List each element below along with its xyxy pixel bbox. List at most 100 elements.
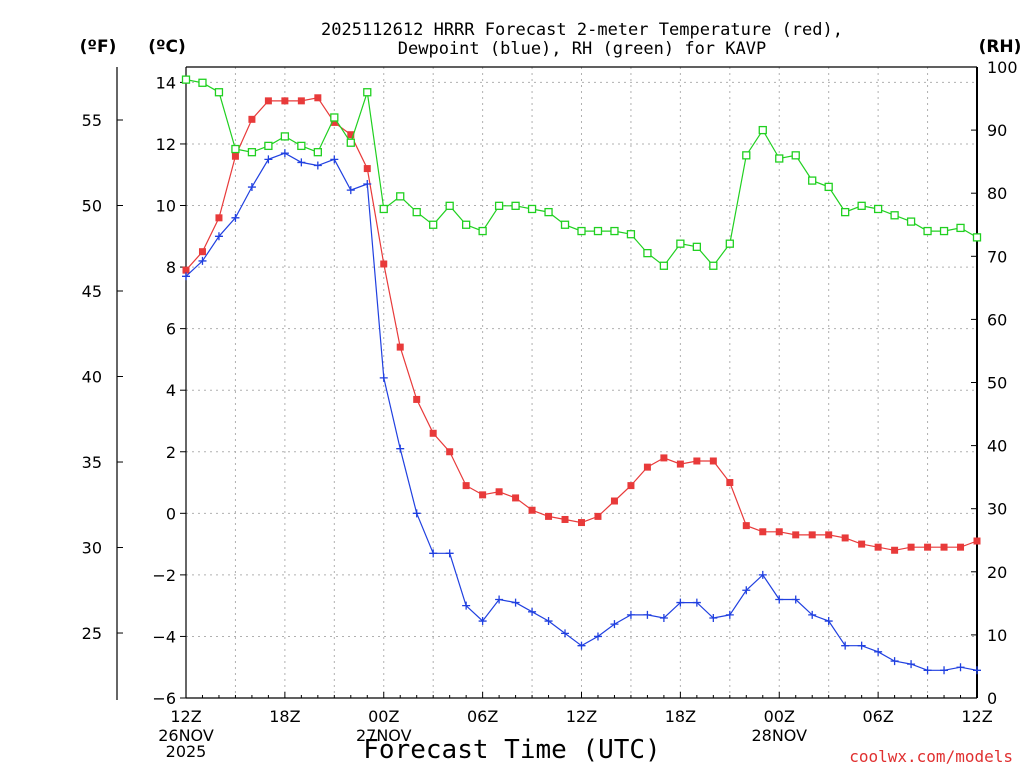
rh-line (185, 79, 978, 267)
rh-point (494, 201, 504, 210)
temperature-point (742, 522, 750, 530)
celsius-tick-label: 14 (156, 73, 176, 92)
rh-tick-label: 10 (987, 626, 1007, 645)
rh-point (412, 207, 421, 217)
temperature-point (512, 494, 520, 502)
temperature-point (380, 260, 388, 268)
rh-point (264, 141, 273, 151)
dewpoint-point (544, 617, 553, 626)
x-tick-label: 06Z (467, 707, 498, 726)
dewpoint-point (725, 610, 734, 619)
dewpoint-point (561, 629, 570, 638)
temperature-point (264, 97, 272, 105)
dewpoint-point (824, 617, 833, 626)
rh-point (709, 261, 718, 270)
temperature-point (957, 543, 965, 551)
temperature-point (726, 479, 734, 487)
celsius-tick-label: 12 (156, 135, 176, 154)
x-tick-date-label: 28NOV (751, 726, 807, 745)
rh-point (626, 230, 636, 239)
rh-point (923, 226, 932, 236)
temperature-point (347, 131, 355, 139)
axes: −6 −4 −2 0 2 4 6 8 10 12 14 25 30 35 40 45 50 55 0 10 20 30 40… (82, 58, 1018, 761)
dewpoint-point (709, 613, 718, 622)
fahrenheit-tick-label: 55 (82, 111, 102, 130)
fahrenheit-tick-label: 35 (82, 453, 102, 472)
temperature-point (676, 460, 684, 468)
rh-point (445, 201, 454, 210)
rh-point (725, 239, 734, 248)
dewpoint-point (396, 444, 405, 453)
temperature-point (363, 165, 371, 173)
rh-point (478, 226, 487, 236)
temperature-point (874, 543, 882, 551)
temperature-point (545, 512, 553, 520)
dewpoint-point (775, 595, 784, 604)
celsius-tick-label: −2 (152, 566, 176, 585)
dewpoint-point (841, 641, 850, 650)
grid-lines (186, 67, 977, 698)
temperature-point (709, 457, 717, 465)
temperature-point (858, 540, 866, 548)
temperature-point (182, 266, 190, 274)
celsius-tick-label: 8 (166, 258, 176, 277)
temperature-point (396, 343, 404, 351)
rh-point (429, 220, 438, 229)
celsius-tick-label: 10 (156, 197, 176, 216)
x-tick-label: 18Z (269, 707, 300, 726)
rh-unit-label: (RH) (979, 37, 1022, 57)
rh-series (181, 75, 982, 270)
rh-point (692, 242, 702, 251)
dewpoint-point (643, 610, 652, 619)
rh-tick-label: 20 (987, 563, 1007, 582)
fahrenheit-tick-label: 50 (82, 197, 102, 216)
x-tick-date-label: 27NOV (356, 726, 412, 745)
credit-text: coolwx.com/models (849, 747, 1013, 766)
rh-point (873, 204, 883, 214)
temperature-point (413, 395, 421, 403)
dewpoint-point (791, 595, 800, 604)
dewpoint-point (429, 549, 438, 558)
rh-point (593, 226, 603, 236)
x-tick-label: 00Z (368, 707, 399, 726)
dewpoint-point (412, 509, 421, 518)
temperature-point (495, 488, 503, 496)
dewpoint-point (231, 213, 240, 222)
dewpoint-point (973, 666, 981, 675)
temperature-point (594, 512, 602, 520)
rh-point (775, 154, 784, 163)
rh-tick-label: 60 (987, 310, 1007, 329)
rh-point (643, 248, 652, 258)
dewpoint-point (264, 155, 273, 164)
temperature-point (215, 214, 223, 222)
x-tick-label: 12Z (170, 707, 201, 726)
rh-point (560, 220, 570, 229)
rh-point (396, 192, 405, 201)
temperature-point (808, 531, 816, 539)
dewpoint-point (247, 183, 256, 192)
rh-point (956, 223, 965, 233)
dewpoint-point (528, 607, 537, 616)
rh-point (363, 88, 372, 97)
rh-point (676, 239, 685, 248)
rh-point (330, 113, 339, 122)
x-tick-date-label: 26NOV (158, 726, 214, 745)
x-tick-date-label: 2025 (166, 742, 207, 761)
temperature-point (462, 482, 470, 490)
celsius-tick-label: 4 (166, 381, 176, 400)
temperature-point (330, 118, 338, 126)
dewpoint-point (495, 595, 504, 604)
celsius-tick-label: 0 (166, 504, 176, 523)
dewpoint-point (313, 161, 322, 170)
temperature-point (660, 454, 668, 462)
x-tick-label: 18Z (665, 707, 696, 726)
rh-point (939, 226, 949, 236)
rh-tick-label: 70 (987, 247, 1007, 266)
temperature-point (775, 528, 783, 536)
x-tick-label: 12Z (566, 707, 597, 726)
rh-point (214, 88, 224, 97)
celsius-tick-label: −4 (152, 627, 176, 646)
dewpoint-point (758, 570, 767, 579)
rh-point (181, 75, 191, 84)
